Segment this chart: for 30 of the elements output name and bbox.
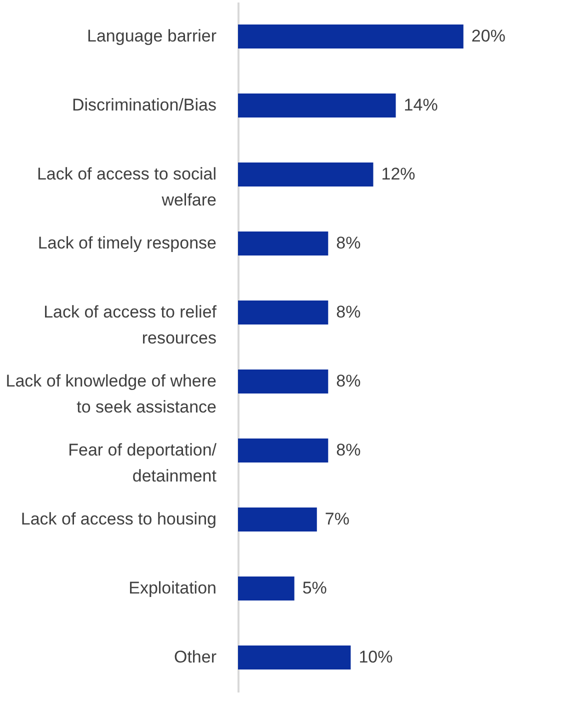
bar xyxy=(238,508,317,532)
data-label: 10% xyxy=(358,648,393,666)
bar xyxy=(238,646,351,670)
data-label: 14% xyxy=(404,96,438,114)
data-label: 5% xyxy=(302,578,327,598)
data-label: 8% xyxy=(336,234,361,252)
bar xyxy=(238,370,328,394)
bar xyxy=(238,438,328,462)
data-label: 8% xyxy=(336,372,361,390)
y-tick-label: Lack of access to housing xyxy=(20,510,216,528)
y-tick-label: Discrimination/Bias xyxy=(72,96,216,114)
bar xyxy=(238,24,464,48)
bar xyxy=(238,232,328,256)
data-label: 20% xyxy=(471,26,506,46)
data-label: 8% xyxy=(336,440,361,460)
bar xyxy=(238,576,294,600)
y-tick-label: Lack of timely response xyxy=(38,234,216,252)
y-tick-label: Lack of access to social welfare xyxy=(36,164,216,210)
data-label: 7% xyxy=(324,510,350,528)
y-tick-label: Lack of knowledge of where to seek assistance xyxy=(6,372,216,416)
bar xyxy=(238,162,374,186)
bar xyxy=(238,300,328,324)
bar xyxy=(238,94,396,118)
data-label: 8% xyxy=(336,302,361,322)
y-tick-label: Language barrier xyxy=(87,26,217,46)
y-tick-label: Exploitation xyxy=(128,578,216,598)
y-tick-label: Lack of access to relief resources xyxy=(44,302,217,348)
data-label: 12% xyxy=(381,164,416,184)
y-tick-label: Fear of deportation/ detainment xyxy=(68,440,217,486)
y-tick-label: Other xyxy=(174,648,217,666)
